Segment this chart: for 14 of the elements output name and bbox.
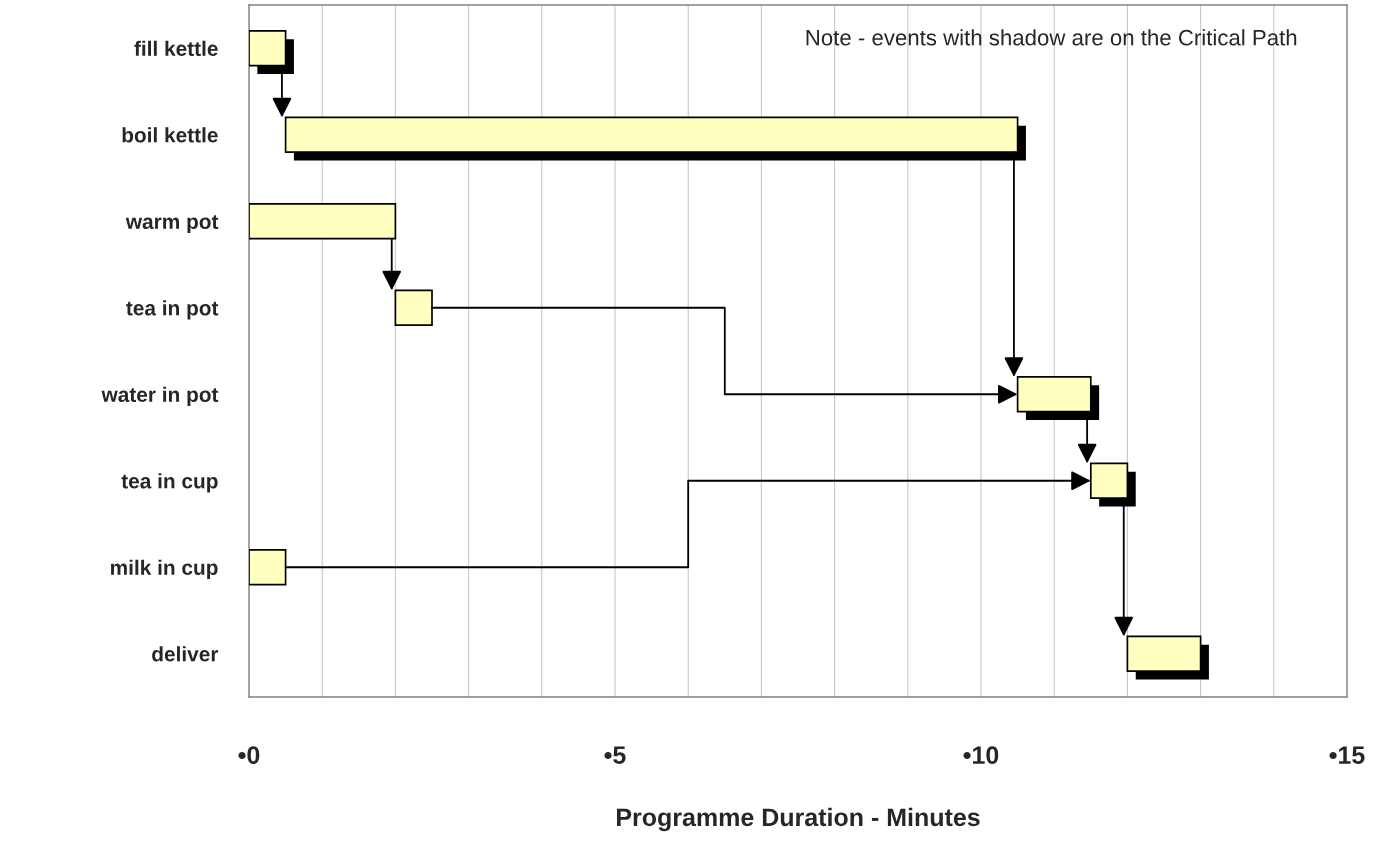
annotation: Note - events with shadow are on the Critical Path <box>806 29 1297 46</box>
y-tick-label: deliver <box>152 646 219 662</box>
x-tick-label: •5 <box>604 746 626 764</box>
y-tick-label: warm pot <box>125 215 219 234</box>
x-axis-title: Programme Duration - Minutes <box>617 807 980 832</box>
y-tick-label: tea in cup <box>121 473 218 493</box>
y-tick-label: tea in pot <box>126 300 219 320</box>
x-tick-label: •15 <box>1329 746 1365 764</box>
x-tick-label: •10 <box>963 746 999 764</box>
y-tick-label: milk in cup <box>111 559 218 580</box>
x-tick-label: •0 <box>238 746 260 764</box>
y-tick-label: water in pot <box>101 386 219 407</box>
y-tick-label: fill kettle <box>134 40 218 56</box>
y-tick-label: boil kettle <box>122 127 218 143</box>
